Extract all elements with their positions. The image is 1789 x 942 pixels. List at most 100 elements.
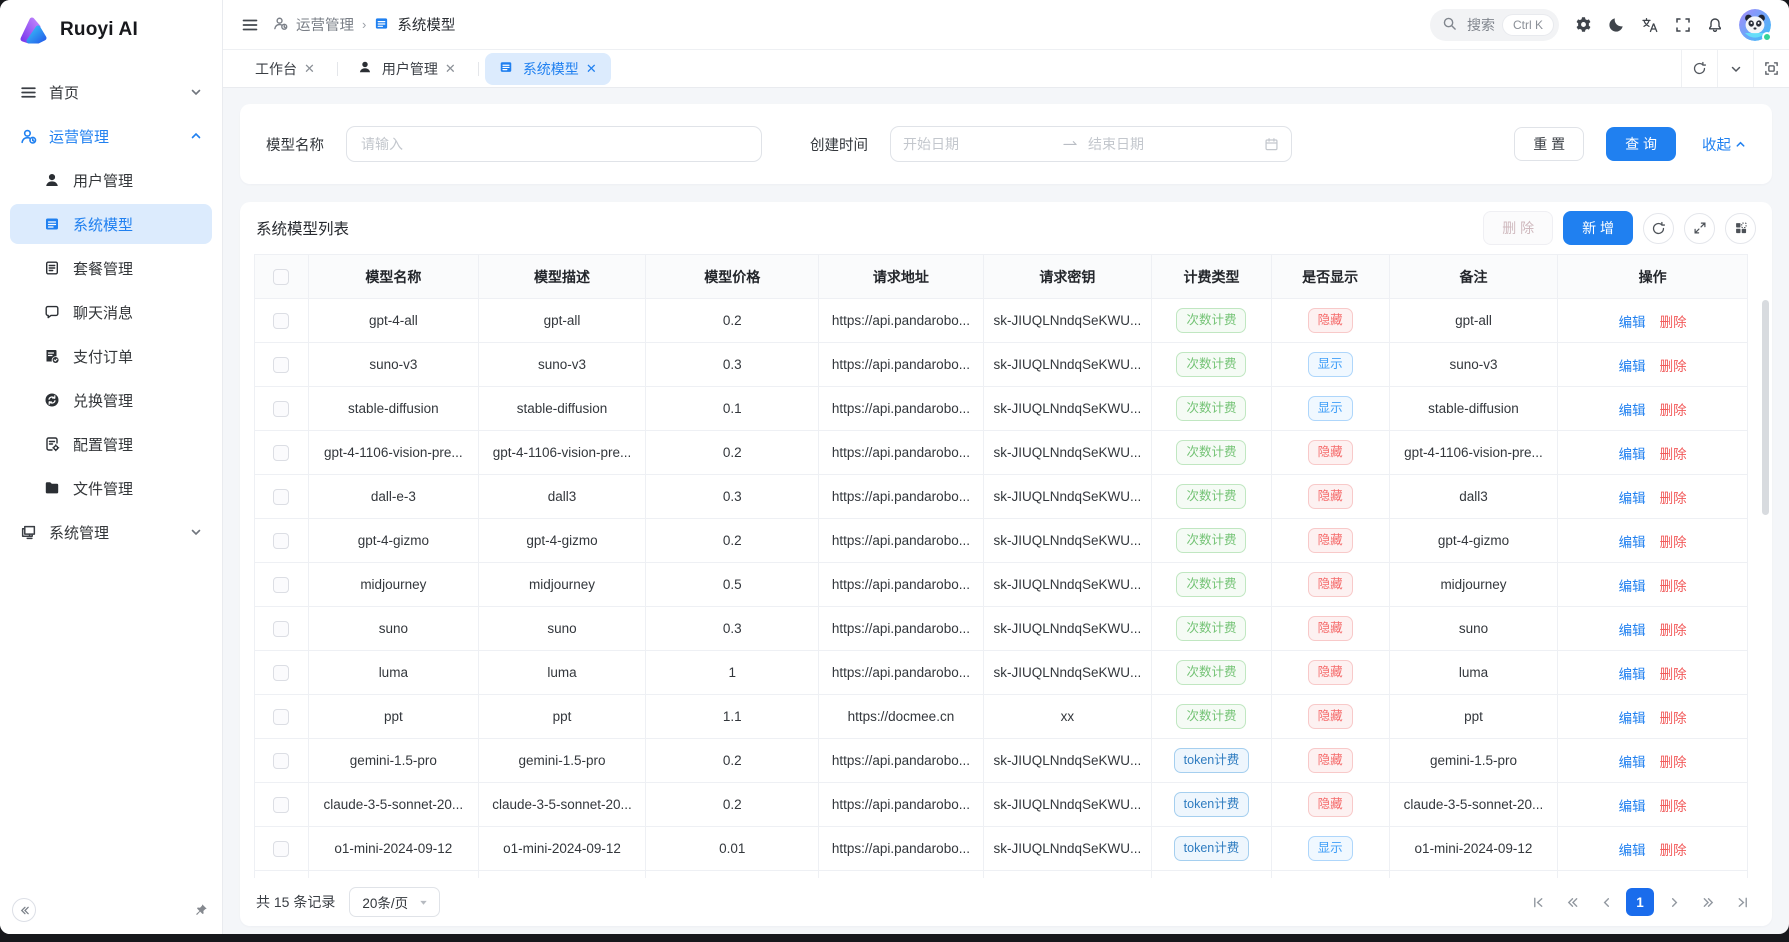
column-header[interactable]: 操作 [1558, 255, 1748, 299]
sidebar-item-chat-messages[interactable]: 聊天消息 [10, 292, 212, 332]
column-header[interactable]: 请求密钥 [983, 255, 1152, 299]
sidebar-item-user-management[interactable]: 用户管理 [10, 160, 212, 200]
edit-link[interactable]: 编辑 [1619, 667, 1646, 682]
delete-link[interactable]: 删除 [1660, 535, 1687, 550]
tab-system-model[interactable]: 系统模型 ✕ [485, 53, 611, 85]
row-checkbox[interactable] [273, 665, 289, 681]
edit-link[interactable]: 编辑 [1619, 623, 1646, 638]
expand-icon[interactable] [1684, 213, 1715, 244]
sidebar-collapse-button[interactable] [12, 898, 36, 922]
delete-link[interactable]: 删除 [1660, 667, 1687, 682]
prev-page-icon[interactable] [1592, 888, 1620, 916]
column-header[interactable]: 是否显示 [1271, 255, 1389, 299]
row-checkbox[interactable] [273, 445, 289, 461]
app-logo[interactable]: Ruoyi AI [0, 0, 222, 58]
global-search[interactable]: 搜索 Ctrl K [1430, 9, 1559, 41]
sidebar-item-file-management[interactable]: 文件管理 [10, 468, 212, 508]
edit-link[interactable]: 编辑 [1619, 491, 1646, 506]
delete-link[interactable]: 删除 [1660, 491, 1687, 506]
delete-link[interactable]: 删除 [1660, 799, 1687, 814]
edit-link[interactable]: 编辑 [1619, 535, 1646, 550]
first-page-icon[interactable] [1524, 888, 1552, 916]
next-page-icon[interactable] [1660, 888, 1688, 916]
tab-workbench[interactable]: 工作台 ✕ [241, 53, 329, 85]
edit-link[interactable]: 编辑 [1619, 359, 1646, 374]
edit-link[interactable]: 编辑 [1619, 447, 1646, 462]
sidebar-item-operations[interactable]: 运营管理 [10, 116, 212, 156]
sidebar-item-payment-orders[interactable]: 支付订单 [10, 336, 212, 376]
scrollbar-thumb[interactable] [1762, 300, 1769, 515]
delete-link[interactable]: 删除 [1660, 623, 1687, 638]
last-page-icon[interactable] [1728, 888, 1756, 916]
model-name-input[interactable] [346, 126, 762, 162]
sidebar-item-exchange-management[interactable]: 兑换管理 [10, 380, 212, 420]
delete-link[interactable]: 删除 [1660, 755, 1687, 770]
edit-link[interactable]: 编辑 [1619, 403, 1646, 418]
pin-icon[interactable] [194, 903, 208, 917]
delete-link[interactable]: 删除 [1660, 403, 1687, 418]
chevron-down-icon[interactable] [1717, 50, 1753, 87]
row-checkbox[interactable] [273, 401, 289, 417]
column-header[interactable]: 模型描述 [478, 255, 645, 299]
column-settings-icon[interactable] [1725, 213, 1756, 244]
delete-link[interactable]: 删除 [1660, 711, 1687, 726]
translate-icon[interactable] [1641, 17, 1659, 33]
close-icon[interactable]: ✕ [304, 62, 315, 75]
row-checkbox[interactable] [273, 533, 289, 549]
row-checkbox[interactable] [273, 709, 289, 725]
row-checkbox[interactable] [273, 357, 289, 373]
batch-delete-button[interactable]: 删 除 [1483, 211, 1553, 245]
breadcrumb-item-system-model[interactable]: 系统模型 [374, 14, 455, 35]
date-range-input[interactable]: 开始日期 结束日期 [890, 126, 1292, 162]
column-header[interactable]: 请求地址 [819, 255, 983, 299]
collapse-filter-link[interactable]: 收起 [1702, 134, 1746, 155]
edit-link[interactable]: 编辑 [1619, 579, 1646, 594]
column-header[interactable]: 计费类型 [1152, 255, 1271, 299]
row-checkbox[interactable] [273, 313, 289, 329]
add-button[interactable]: 新 增 [1563, 211, 1633, 245]
fullscreen-icon[interactable] [1675, 17, 1691, 33]
breadcrumb-item-operations[interactable]: 运营管理 [273, 14, 354, 35]
reset-button[interactable]: 重 置 [1514, 127, 1584, 161]
edit-link[interactable]: 编辑 [1619, 843, 1646, 858]
close-icon[interactable]: ✕ [445, 62, 456, 75]
page-number-current[interactable]: 1 [1626, 888, 1654, 916]
table-scrollbar[interactable] [1762, 300, 1769, 860]
user-avatar[interactable] [1739, 9, 1771, 41]
sidebar-item-system-model[interactable]: 系统模型 [10, 204, 212, 244]
edit-link[interactable]: 编辑 [1619, 799, 1646, 814]
edit-link[interactable]: 编辑 [1619, 315, 1646, 330]
sidebar-item-system-management[interactable]: 系统管理 [10, 512, 212, 552]
row-checkbox[interactable] [273, 489, 289, 505]
refresh-icon[interactable] [1643, 213, 1674, 244]
prev-group-icon[interactable] [1558, 888, 1586, 916]
refresh-icon[interactable] [1681, 50, 1717, 87]
column-header[interactable]: 模型名称 [308, 255, 478, 299]
delete-link[interactable]: 删除 [1660, 843, 1687, 858]
tab-user-management[interactable]: 用户管理 ✕ [344, 53, 470, 85]
sidebar-item-config-management[interactable]: 配置管理 [10, 424, 212, 464]
sidebar-item-home[interactable]: 首页 [10, 72, 212, 112]
edit-link[interactable]: 编辑 [1619, 755, 1646, 770]
dark-mode-icon[interactable] [1608, 16, 1625, 33]
close-icon[interactable]: ✕ [586, 62, 597, 75]
row-checkbox[interactable] [273, 753, 289, 769]
settings-icon[interactable] [1575, 16, 1592, 33]
row-checkbox[interactable] [273, 577, 289, 593]
delete-link[interactable]: 删除 [1660, 579, 1687, 594]
maximize-icon[interactable] [1753, 50, 1789, 87]
sidebar-item-package-management[interactable]: 套餐管理 [10, 248, 212, 288]
select-all-checkbox[interactable] [273, 269, 289, 285]
edit-link[interactable]: 编辑 [1619, 711, 1646, 726]
next-group-icon[interactable] [1694, 888, 1722, 916]
query-button[interactable]: 查 询 [1606, 127, 1676, 161]
row-checkbox[interactable] [273, 621, 289, 637]
notifications-icon[interactable] [1707, 17, 1723, 33]
sidebar-toggle-icon[interactable] [241, 16, 259, 34]
column-header[interactable]: 备注 [1389, 255, 1558, 299]
delete-link[interactable]: 删除 [1660, 359, 1687, 374]
delete-link[interactable]: 删除 [1660, 315, 1687, 330]
row-checkbox[interactable] [273, 841, 289, 857]
page-size-select[interactable]: 20条/页 [349, 887, 440, 917]
column-header[interactable]: 模型价格 [646, 255, 819, 299]
